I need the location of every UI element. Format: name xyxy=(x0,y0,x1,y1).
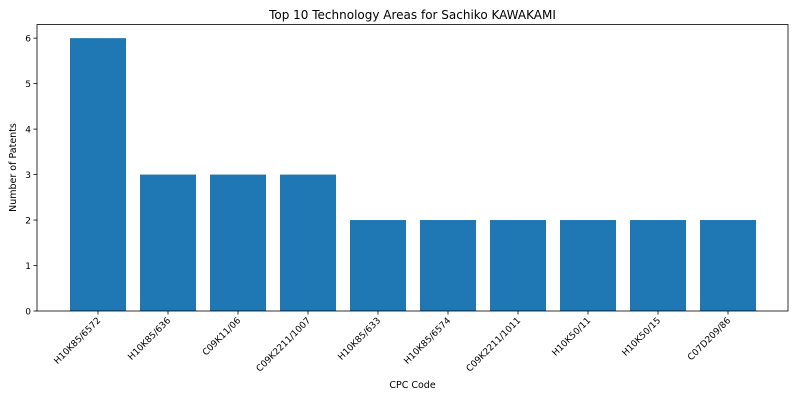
y-axis: 0 1 2 3 4 5 6 xyxy=(25,35,37,318)
x-tick-label: H10K85/633 xyxy=(337,316,384,363)
bar-C09K2211/1011 xyxy=(490,220,546,311)
bar-H10K85/6574 xyxy=(420,220,476,311)
y-tick-label: 6 xyxy=(25,35,31,45)
bar-C09K2211/1007 xyxy=(280,175,336,311)
y-axis-label: Number of Patents xyxy=(8,123,19,212)
x-tick-label: C09K2211/1007 xyxy=(255,316,313,374)
y-tick-label: 2 xyxy=(25,217,31,227)
x-tick-label: C09K2211/1011 xyxy=(465,316,523,374)
y-tick-label: 3 xyxy=(25,171,31,181)
x-tick-label: C09K11/06 xyxy=(201,316,243,358)
x-axis: H10K85/6572 H10K85/636 C09K11/06 C09K2211/1… xyxy=(53,311,734,374)
bar-C09K11/06 xyxy=(210,175,266,311)
x-axis-label: CPC Code xyxy=(389,380,435,391)
x-tick-label: H10K85/6574 xyxy=(403,316,454,367)
x-tick-label: H10K85/6572 xyxy=(53,316,104,367)
x-tick-label: H10K85/636 xyxy=(127,316,174,363)
bar-H10K85/6572 xyxy=(70,38,126,311)
y-tick-label: 4 xyxy=(25,126,31,136)
y-tick-label: 0 xyxy=(25,308,31,318)
bar-H10K85/633 xyxy=(350,220,406,311)
bar-H10K50/11 xyxy=(560,220,616,311)
chart-title: Top 10 Technology Areas for Sachiko KAWA… xyxy=(268,8,556,22)
y-tick-label: 1 xyxy=(25,262,31,272)
y-tick-label: 5 xyxy=(25,80,31,90)
x-tick-label: H10K50/11 xyxy=(551,316,593,358)
bar-H10K50/15 xyxy=(630,220,686,311)
x-tick-label: C07D209/86 xyxy=(686,316,733,363)
bar-C07D209/86 xyxy=(700,220,756,311)
bar-H10K85/636 xyxy=(140,175,196,311)
bars-layer xyxy=(70,38,756,311)
x-tick-label: H10K50/15 xyxy=(621,316,663,358)
